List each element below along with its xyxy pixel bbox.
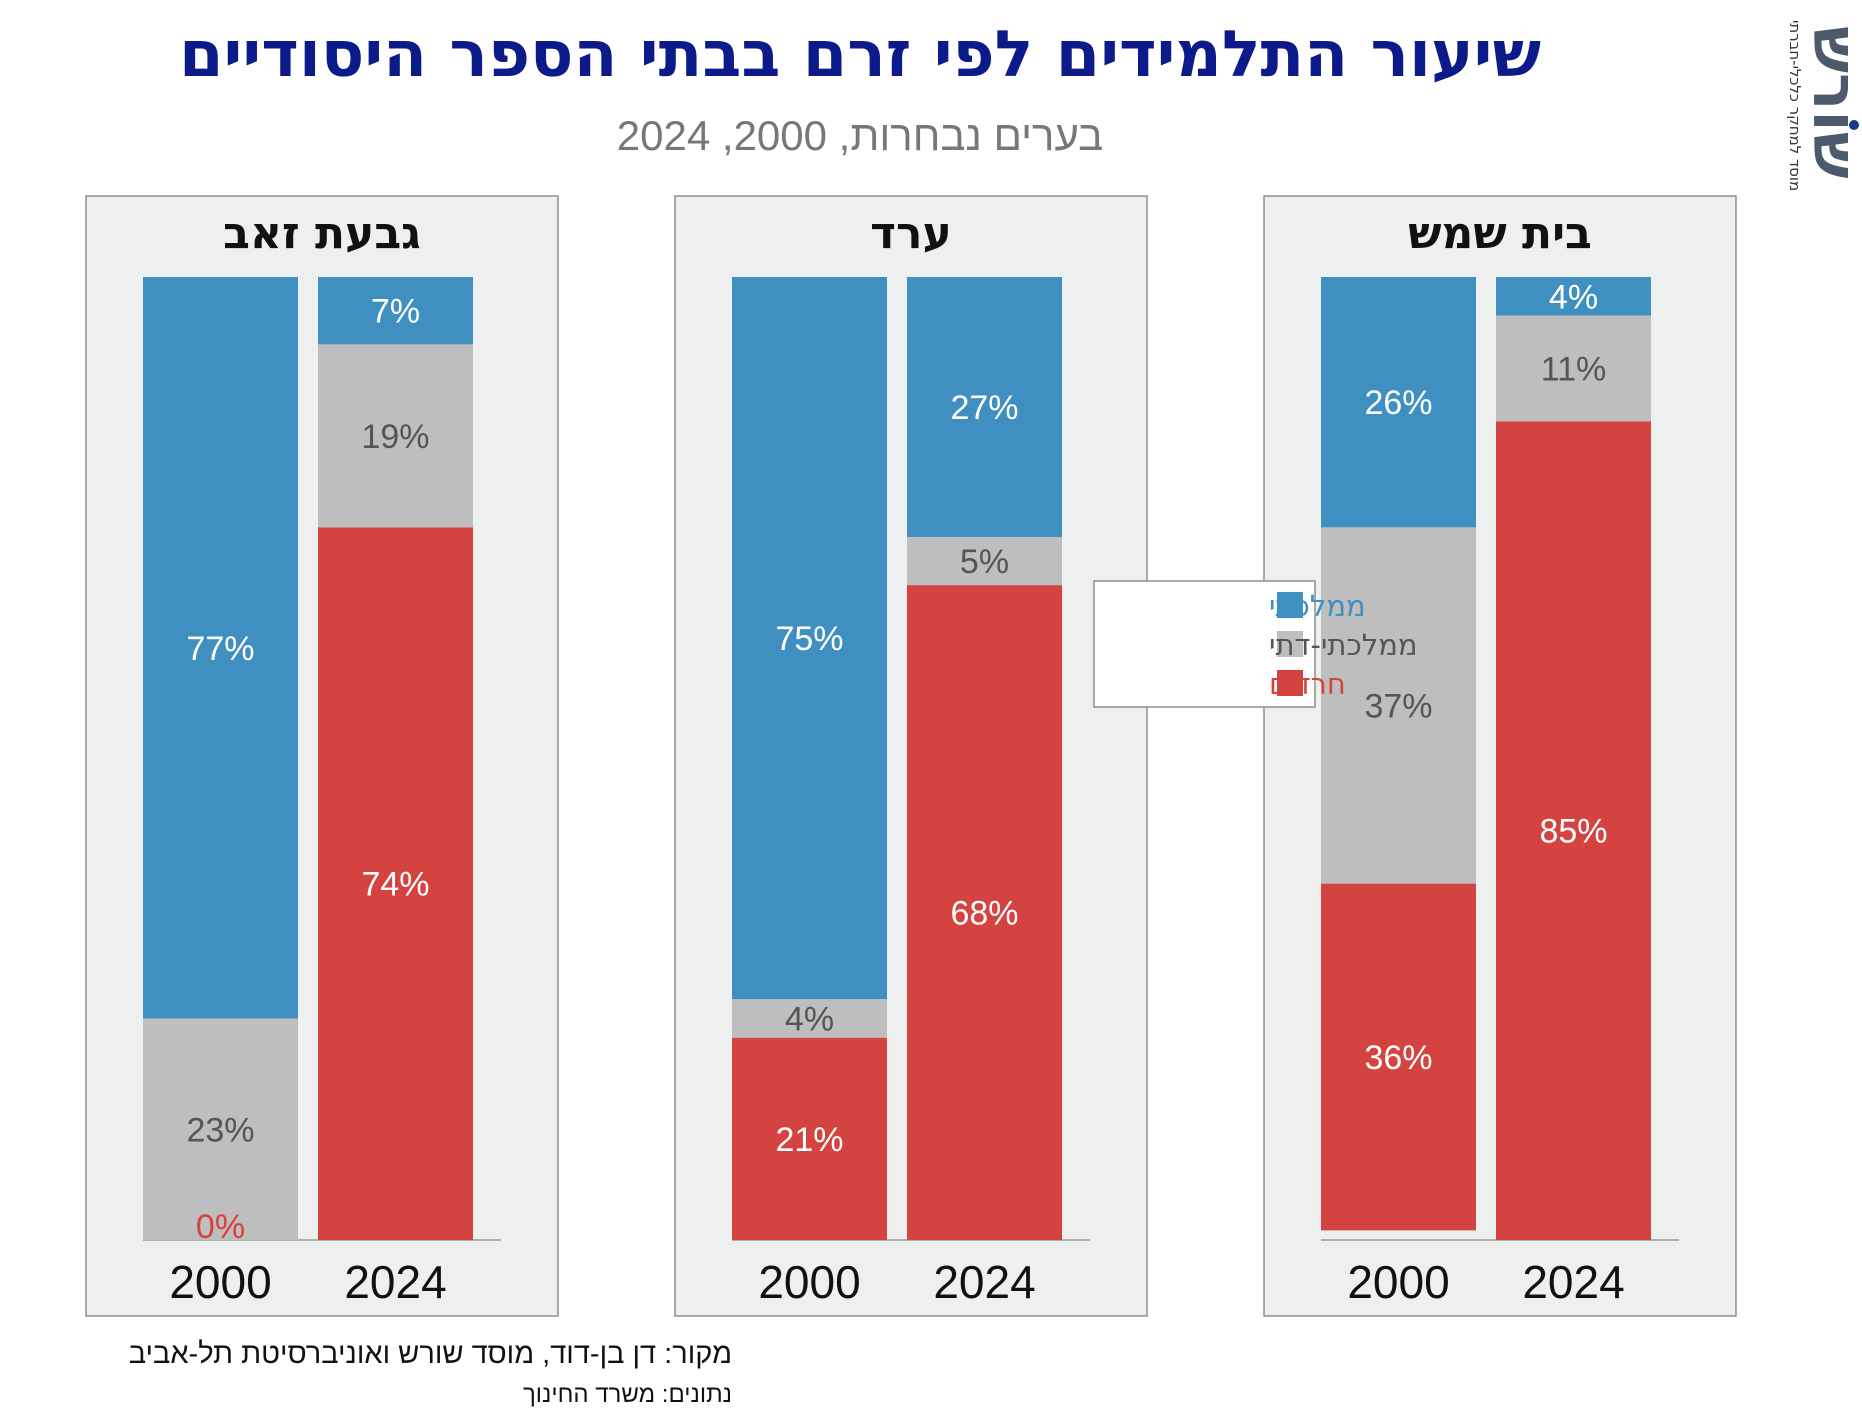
logo-dot [1849,120,1859,130]
bar-segment [732,277,887,1000]
bar-segment [1321,883,1476,1231]
year-tick-label: 2024 [933,1256,1035,1308]
data-label: 36% [1364,1039,1432,1077]
data-label: 74% [361,866,429,904]
panel-title: בית שמש [1408,208,1592,259]
year-tick-label: 2000 [1347,1256,1449,1308]
chart-title: שיעור התלמידים לפי זרם בבתי הספר היסודיי… [178,18,1542,92]
data-label: 11% [1541,350,1607,388]
year-tick-label: 2000 [169,1256,271,1308]
bar-segment [732,1037,887,1240]
data-label: 68% [950,895,1018,933]
legend-label: ממלכתי [1269,589,1366,623]
data-label: 5% [960,543,1009,581]
bar-segment [1321,527,1476,884]
data-label: 75% [775,620,843,658]
legend-swatch [1277,670,1303,696]
bar-segment [1496,421,1651,1240]
bar-segment [318,344,473,528]
legend-label: חרדים [1269,667,1346,701]
data-label: 4% [1549,278,1598,316]
data-label: 4% [785,1001,834,1039]
data-label: 27% [950,389,1018,427]
panel-0: בית שמש 26% 37% 36% 2000 4% 11% 85% 2024 [1263,195,1737,1317]
legend-swatch [1277,592,1303,618]
bar-segment [1496,315,1651,422]
data-label: 77% [186,630,254,668]
legend-swatch [1277,631,1303,657]
panel-2: גבעת זאב 77% 23% 0% 2000 7% 19% 74% 2024 [85,195,559,1317]
bar-segment [318,277,473,345]
bar-segment [907,585,1062,1240]
shoresh-logo: מוסד למחקר כלכלי-חברתי שורש [1786,20,1862,191]
panel-title: ערד [870,208,952,259]
data-credit: נתונים: משרד החינוך [522,1381,732,1408]
data-label: 23% [186,1111,254,1149]
data-label: 7% [371,293,420,331]
data-label: 0% [196,1208,245,1246]
data-label: 19% [361,418,429,456]
year-tick-label: 2024 [1522,1256,1624,1308]
logo-name: שורש [1799,26,1862,179]
data-label: 85% [1539,813,1607,851]
bar-segment [143,1018,298,1240]
year-tick-label: 2024 [344,1256,446,1308]
legend-label: ממלכתי-דתי [1269,628,1418,662]
bar-segment [143,277,298,1019]
bar-segment [318,527,473,1240]
source-credit: מקור: דן בן-דוד, מוסד שורש ואוניברסיטת ת… [128,1338,732,1370]
panel-title: גבעת זאב [223,208,421,259]
panel-1: ערד 75% 4% 21% 2000 27% 5% 68% 2024 [674,195,1148,1317]
data-label: 26% [1364,384,1432,422]
legend: ממלכתי ממלכתי-דתי חרדים [1093,580,1418,708]
bar-segment [1321,277,1476,528]
year-tick-label: 2000 [758,1256,860,1308]
chart-subtitle: בערים נבחרות, 2000, 2024 [616,112,1104,159]
bar-segment [907,537,1062,586]
bar-segment [1496,277,1651,316]
data-label: 37% [1364,688,1432,726]
logo-tagline: מוסד למחקר כלכלי-חברתי [1786,20,1804,191]
bar-segment [732,999,887,1038]
chart-area: בית שמש 26% 37% 36% 2000 4% 11% 85% 2024 ערד 75% 4%… [85,195,1737,1317]
data-label: 21% [775,1121,843,1159]
bar-segment [907,277,1062,538]
